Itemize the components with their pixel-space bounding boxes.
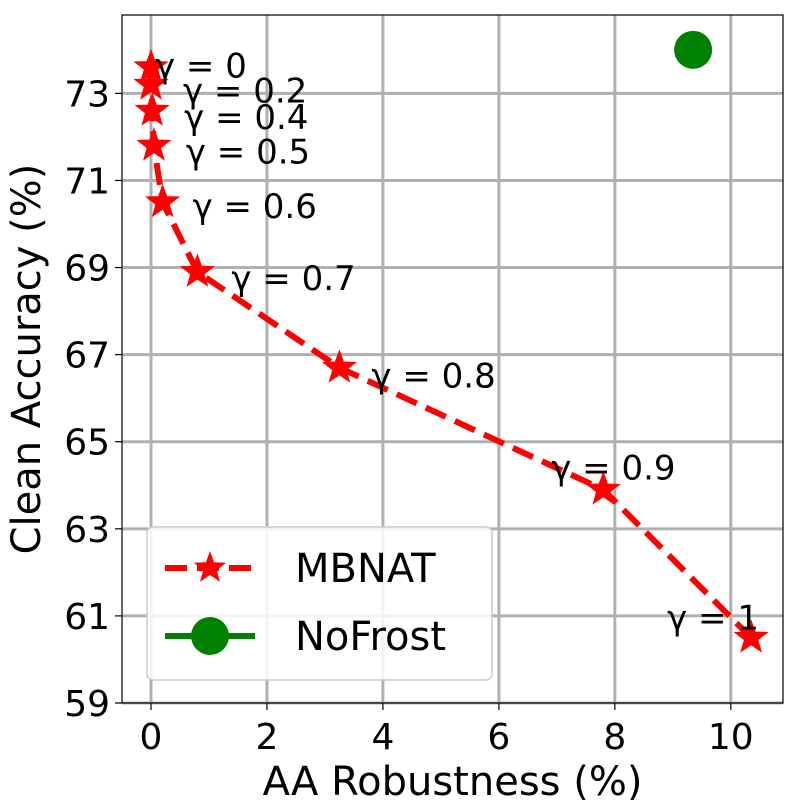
x-tick-label: 10 xyxy=(708,717,754,758)
legend-nofrost-marker xyxy=(191,617,229,655)
y-axis-title: Clean Accuracy (%) xyxy=(4,164,50,555)
x-tick-label: 4 xyxy=(371,717,394,758)
x-tick-label: 0 xyxy=(140,717,163,758)
mbnat-star-marker xyxy=(585,471,621,505)
mbnat-star-marker xyxy=(136,127,172,161)
mbnat-star-marker xyxy=(179,253,215,287)
gamma-annotation: γ = 0.6 xyxy=(193,187,317,227)
gamma-annotation: γ = 0.2 xyxy=(183,72,307,112)
x-tick-label: 8 xyxy=(603,717,626,758)
legend-mbnat-star xyxy=(193,551,227,582)
gamma-annotation: γ = 0.5 xyxy=(186,133,310,173)
gamma-annotation: γ = 0.9 xyxy=(551,449,675,489)
x-tick-label: 6 xyxy=(487,717,510,758)
y-tick-label: 73 xyxy=(64,74,110,115)
legend-label: MBNAT xyxy=(295,546,436,592)
series xyxy=(133,30,769,653)
gamma-annotation: γ = 0.8 xyxy=(371,357,495,397)
y-tick-label: 71 xyxy=(64,161,110,202)
annotations: γ = 0γ = 0.2γ = 0.4γ = 0.5 γ = 0.6 γ = 0.7… xyxy=(155,46,759,638)
y-tick-label: 59 xyxy=(64,684,110,725)
legend-label: NoFrost xyxy=(295,614,446,660)
legend: MBNAT NoFrost xyxy=(146,526,493,681)
gamma-annotation: γ = 0 xyxy=(155,46,247,86)
grid xyxy=(122,15,783,705)
mbnat-star-marker xyxy=(134,92,170,126)
nofrost-marker xyxy=(674,30,713,69)
y-tick-label: 65 xyxy=(64,423,110,464)
x-tick-label: 2 xyxy=(256,717,279,758)
y-tick-label: 69 xyxy=(64,249,110,290)
gamma-annotation: γ = 1 xyxy=(667,599,759,639)
mbnat-star-marker xyxy=(133,66,169,100)
mbnat-star-marker xyxy=(321,349,357,383)
y-tick-label: 63 xyxy=(64,510,110,551)
mbnat-star-marker xyxy=(145,183,181,218)
y-tick-label: 61 xyxy=(64,597,110,638)
axis-ticks: 0 2 4 6 8 10 59 61 63 65 67 69 71 73 xyxy=(64,74,754,758)
gamma-annotation: γ = 0.4 xyxy=(184,98,308,138)
plot-frame xyxy=(121,14,784,704)
mbnat-star-marker xyxy=(733,619,769,653)
y-tick-label: 67 xyxy=(64,336,110,377)
gamma-annotation: γ = 0.7 xyxy=(231,259,355,299)
x-axis-title: AA Robustness (%) xyxy=(263,759,643,800)
